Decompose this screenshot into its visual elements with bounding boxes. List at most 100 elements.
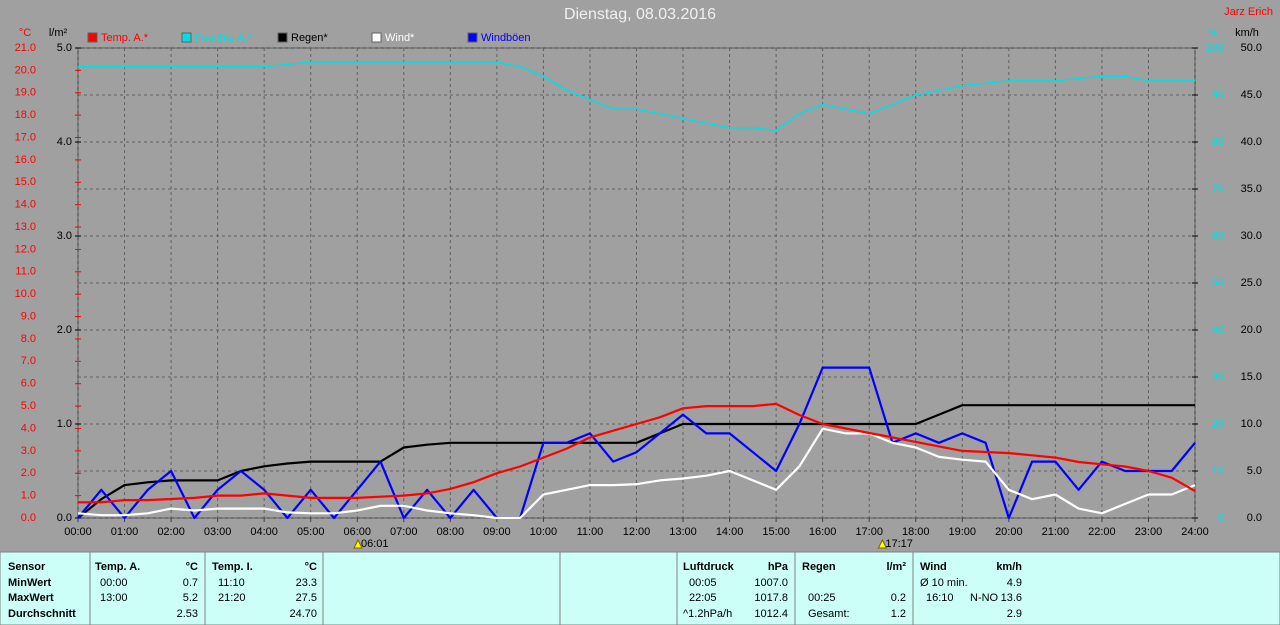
legend-swatch	[87, 32, 98, 43]
y-tick-label: 3.0	[57, 230, 72, 242]
legend-label: Temp. A.*	[101, 32, 149, 44]
cell-value: 1012.4	[754, 608, 788, 620]
row-label: Sensor	[8, 561, 46, 573]
y-tick-label: 2.0	[21, 467, 36, 479]
x-tick-label: 23:00	[1135, 526, 1163, 538]
sun-time: 17:17	[885, 538, 913, 550]
x-tick-label: 03:00	[204, 526, 232, 538]
cell-value: 2.53	[177, 608, 198, 620]
x-tick-label: 18:00	[902, 526, 930, 538]
y-tick-label: 20.0	[1241, 324, 1262, 336]
y-tick-label: 0	[1218, 512, 1224, 524]
legend-label: Windböen	[481, 32, 531, 44]
y-tick-label: 5.0	[57, 42, 72, 54]
y-tick-label: 6.0	[21, 378, 36, 390]
x-tick-label: 06:00	[343, 526, 371, 538]
y-tick-label: 80	[1212, 136, 1224, 148]
stats-table: Sensor MinWert MaxWert Durchschnitt Temp. A.…	[8, 552, 1022, 625]
grid	[77, 47, 1196, 519]
legend-label: Regen*	[291, 32, 328, 44]
y-tick-label: 30.0	[1241, 230, 1262, 242]
column-unit: hPa	[768, 561, 789, 573]
x-tick-label: 08:00	[437, 526, 465, 538]
series-line	[77, 404, 1195, 519]
x-tick-label: 22:00	[1088, 526, 1116, 538]
x-tick-label: 21:00	[1042, 526, 1070, 538]
y-tick-label: 10	[1212, 465, 1224, 477]
y-tick-label: 14.0	[15, 199, 36, 211]
cell-value: 2.9	[1007, 608, 1022, 620]
y-tick-label: 13.0	[15, 221, 36, 233]
series-line	[77, 366, 1196, 520]
column-header: Temp. I.	[212, 561, 253, 573]
x-tick-label: 02:00	[157, 526, 185, 538]
y-tick-label: 5.0	[1247, 465, 1262, 477]
y-tick-label: 7.0	[21, 355, 36, 367]
y-tick-label: 10.0	[15, 288, 36, 300]
cell-value: 1.2	[891, 608, 906, 620]
row-label: MinWert	[8, 577, 52, 589]
cell-value: 5.2	[183, 592, 198, 604]
y-tick-label: 11.0	[15, 266, 36, 278]
x-tick-label: 00:00	[64, 526, 92, 538]
credit: Jarz Erich	[1224, 6, 1273, 18]
y-tick-label: 15.0	[15, 176, 36, 188]
cell-time: 00:00	[100, 577, 128, 589]
cell-value: 23.3	[296, 577, 317, 589]
y-tick-label: 1.0	[57, 418, 72, 430]
column-unit: l/m²	[886, 561, 906, 573]
series-line	[78, 402, 1196, 504]
y-tick-label: 16.0	[15, 154, 36, 166]
y-tick-label: 1.0	[21, 490, 36, 502]
sun-icon	[353, 538, 363, 549]
x-tick-label: 07:00	[390, 526, 418, 538]
cell-time: 00:25	[808, 592, 836, 604]
series-line	[78, 61, 1195, 132]
y-tick-label: 100	[1206, 42, 1224, 54]
y-tick-label: 4.0	[57, 136, 72, 148]
axis-title: %	[1208, 27, 1218, 39]
cell-time: 22:05	[689, 592, 717, 604]
y-tick-label: 70	[1212, 183, 1224, 195]
y-tick-label: 20	[1212, 418, 1224, 430]
column-unit: °C	[186, 561, 198, 573]
y-tick-label: 50.0	[1241, 42, 1262, 54]
y-tick-label: 40.0	[1241, 136, 1262, 148]
y-tick-label: 3.0	[21, 445, 36, 457]
axis-title: l/m²	[49, 27, 68, 39]
y-tick-label: 5.0	[21, 400, 36, 412]
y-tick-label: 17.0	[15, 131, 36, 143]
x-tick-label: 09:00	[483, 526, 511, 538]
cell-time: Gesamt:	[808, 608, 850, 620]
cell-time: 00:05	[689, 577, 717, 589]
y-tick-label: 10.0	[1241, 418, 1262, 430]
series-line	[77, 427, 1196, 520]
cell-time: ^1.2hPa/h	[683, 608, 732, 620]
y-tick-label: 0.0	[1247, 512, 1262, 524]
column-header: Wind	[920, 561, 947, 573]
cell-time: 21:20	[218, 592, 246, 604]
legend-swatch	[181, 32, 192, 43]
cell-extra: N-NO	[970, 592, 999, 604]
legend-swatch	[371, 32, 382, 43]
column-header: Regen	[802, 561, 836, 573]
y-tick-label: 21.0	[15, 42, 36, 54]
x-tick-label: 17:00	[855, 526, 883, 538]
x-tick-label: 12:00	[623, 526, 651, 538]
row-label: Durchschnitt	[8, 608, 76, 620]
y-tick-label: 15.0	[1241, 371, 1262, 383]
x-tick-label: 24:00	[1181, 526, 1209, 538]
x-tick-label: 13:00	[669, 526, 697, 538]
sun-icon	[877, 538, 888, 549]
x-tick-label: 11:00	[577, 526, 604, 538]
cell-time: 11:10	[218, 577, 245, 589]
y-tick-label: 45.0	[1241, 89, 1262, 101]
cell-time: Ø 10 min.	[920, 577, 968, 589]
column-header: Temp. A.	[95, 561, 140, 573]
stats-panel	[0, 551, 1280, 625]
y-tick-label: 4.0	[21, 422, 36, 434]
x-tick-label: 01:00	[111, 526, 139, 538]
cell-value: 1007.0	[754, 577, 788, 589]
row-label: MaxWert	[8, 592, 54, 604]
